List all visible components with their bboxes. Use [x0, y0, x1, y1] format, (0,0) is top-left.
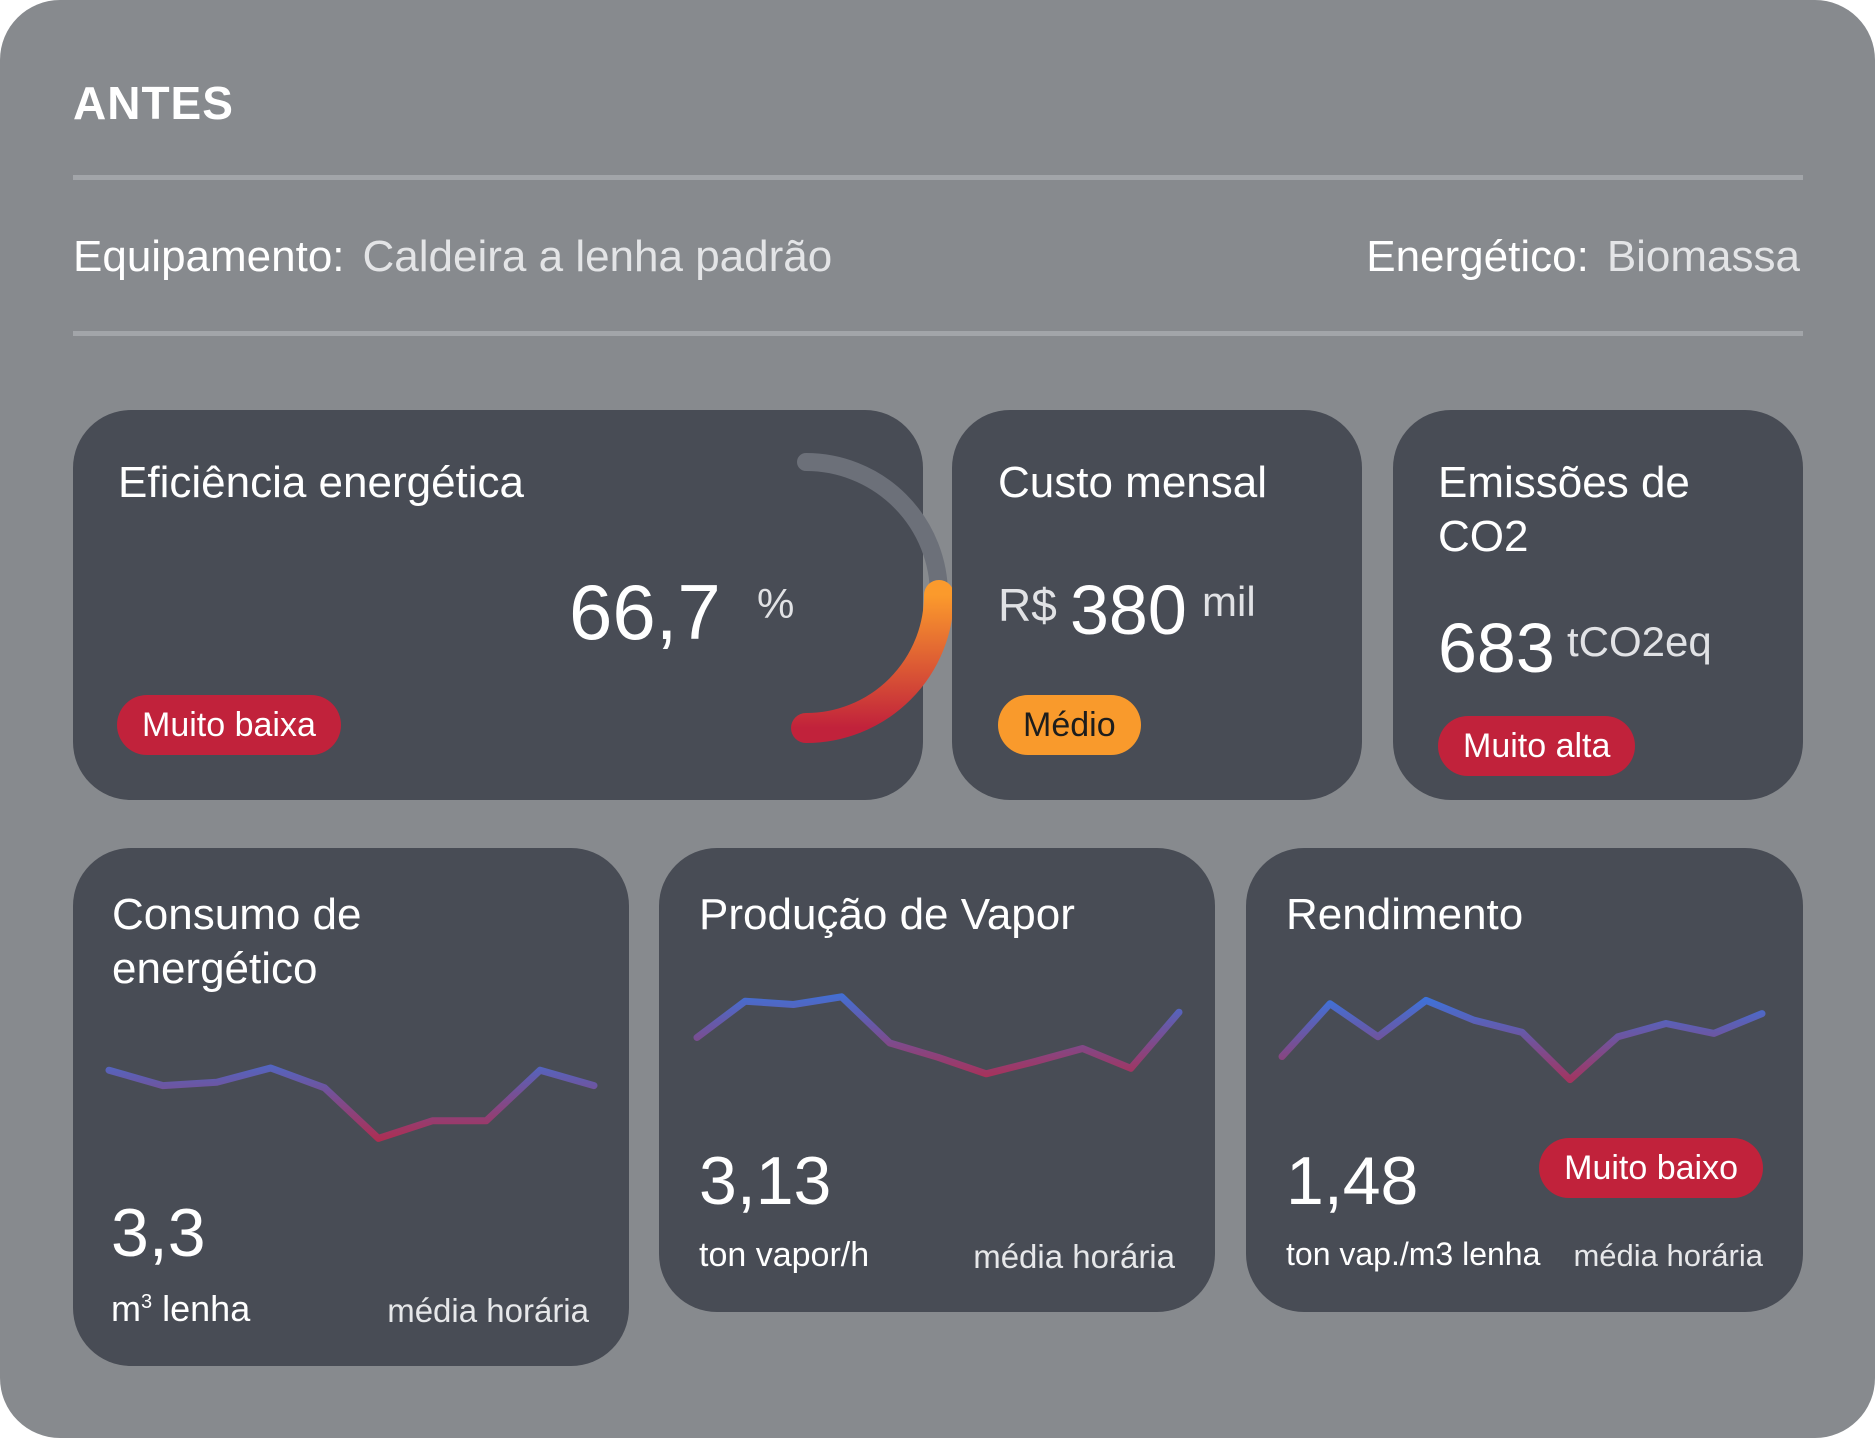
steam-title: Produção de Vapor [699, 890, 1075, 939]
steam-sparkline-path [693, 993, 1183, 1078]
energy-info: Energético: Biomassa [1366, 232, 1800, 282]
consumption-note: média horária [387, 1292, 589, 1329]
consumption-sparkline [105, 1064, 598, 1142]
energy-value: Biomassa [1606, 232, 1800, 281]
steam-sparkline [693, 993, 1183, 1078]
energy-label: Energético: [1366, 232, 1589, 281]
consumption-unit: m3 lenha [111, 1288, 250, 1330]
gauge-fill [791, 580, 954, 743]
equipment-value: Caldeira a lenha padrão [362, 232, 833, 281]
yield-sparkline [1278, 996, 1766, 1084]
monthly-cost-title: Custo mensal [998, 458, 1268, 507]
yield-value: 1,48 [1286, 1143, 1419, 1219]
consumption-title: Consumo de energético [112, 888, 361, 996]
consumption-unit-sup: 3 [141, 1291, 153, 1313]
consumption-sparkline-path [105, 1064, 598, 1142]
top-divider [73, 175, 1803, 180]
emissions-badge: Muito alta [1438, 716, 1636, 776]
emissions-card: Emissões de CO2 683 tCO2eq Muito alta [1393, 410, 1803, 800]
steam-note: média horária [973, 1238, 1175, 1275]
efficiency-title: Eficiência energética [118, 458, 525, 507]
consumption-card: Consumo de energético 3,3 m3 lenha média… [73, 848, 629, 1366]
steam-value: 3,13 [699, 1143, 832, 1219]
monthly-cost-value: 380 [1070, 571, 1187, 649]
consumption-unit-base: m [111, 1288, 141, 1329]
consumption-title-line1: Consumo de [112, 890, 362, 939]
monthly-cost-card: Custo mensal R$ 380 mil Médio [952, 410, 1362, 800]
consumption-value: 3,3 [111, 1195, 206, 1271]
efficiency-card: Eficiência energética 66,7 % Muito baixa [73, 410, 954, 800]
yield-note: média horária [1573, 1238, 1763, 1273]
emissions-title-line2: CO2 [1438, 512, 1529, 561]
panel-title: ANTES [73, 77, 234, 129]
emissions-unit: tCO2eq [1567, 618, 1712, 665]
monthly-cost-badge: Médio [998, 695, 1141, 755]
monthly-cost-currency: R$ [998, 579, 1057, 631]
monthly-cost-unit: mil [1202, 578, 1256, 625]
info-divider [73, 331, 1803, 336]
emissions-title-line1: Emissões de [1438, 458, 1690, 507]
efficiency-value: 66,7 [569, 568, 721, 656]
yield-title: Rendimento [1286, 890, 1524, 939]
consumption-unit-rest: lenha [152, 1288, 251, 1329]
yield-badge: Muito baixo [1539, 1138, 1763, 1198]
efficiency-badge: Muito baixa [117, 695, 341, 755]
yield-card: Rendimento 1,48 Muito baixo ton vap./m3 … [1246, 848, 1803, 1312]
equipment-info: Equipamento: Caldeira a lenha padrão [73, 232, 832, 282]
emissions-title: Emissões de CO2 [1438, 456, 1690, 564]
emissions-value: 683 [1438, 609, 1555, 687]
efficiency-unit: % [757, 580, 795, 627]
efficiency-gauge [791, 453, 954, 743]
yield-unit: ton vap./m3 lenha [1286, 1236, 1541, 1272]
equipment-label: Equipamento: [73, 232, 345, 281]
consumption-title-line2: energético [112, 944, 318, 993]
yield-sparkline-path [1278, 996, 1766, 1084]
steam-card: Produção de Vapor 3,13 ton vapor/h média… [659, 848, 1215, 1312]
steam-unit: ton vapor/h [699, 1236, 870, 1274]
